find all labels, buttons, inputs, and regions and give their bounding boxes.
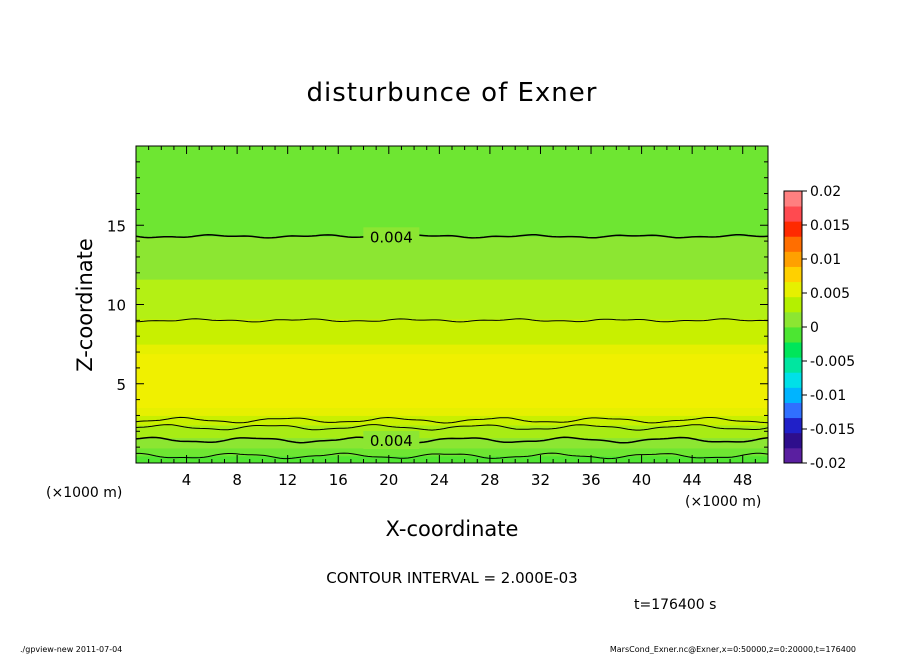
y-axis: 5 10 15 (107, 161, 768, 448)
contour-line (135, 436, 769, 444)
colorbar-segment (784, 342, 802, 358)
colorbar-tick-label: -0.005 (810, 354, 855, 370)
contour-band (136, 279, 768, 320)
contour-band (136, 415, 768, 426)
x-tick-label: 40 (632, 471, 651, 489)
y-tick-label: 5 (116, 376, 126, 394)
x-tick-label: 20 (379, 471, 398, 489)
plot-area (136, 146, 768, 464)
x-axis-label: X-coordinate (386, 517, 519, 541)
contour-line (135, 416, 769, 424)
footer-right: MarsCond_Exner.nc@Exner,x=0:50000,z=0:20… (610, 645, 856, 654)
colorbar-segment (784, 311, 802, 328)
colorbar-segment (784, 357, 802, 373)
y-tick-label: 10 (107, 297, 126, 315)
x-tick-label: 24 (430, 471, 449, 489)
x-unit-right: (×1000 m) (685, 494, 761, 510)
contour-interval: CONTOUR INTERVAL = 2.000E-03 (326, 569, 577, 587)
colorbar-tick-label: 0 (810, 320, 819, 336)
colorbar-segment (784, 281, 802, 298)
colorbar-segment (784, 432, 802, 449)
colorbar-tick-label: 0.01 (810, 252, 841, 268)
colorbar-segment (784, 402, 802, 419)
x-tick-label: 16 (329, 471, 348, 489)
colorbar-segment (784, 221, 802, 237)
colorbar-tick-label: 0.015 (810, 218, 850, 234)
contour-line (136, 452, 769, 460)
colorbar-segment (784, 206, 802, 222)
x-tick-label: 4 (182, 471, 192, 489)
contour-band (136, 407, 768, 416)
contour-band (136, 424, 768, 439)
x-tick-label: 32 (531, 471, 550, 489)
colorbar-segment (784, 296, 802, 313)
colorbar-tick-label: 0.02 (810, 184, 841, 200)
contour-label-bg (363, 227, 420, 246)
contour-band (136, 353, 768, 409)
contour-band (136, 146, 768, 237)
x-tick-label: 12 (278, 471, 297, 489)
contour-line (135, 318, 769, 323)
colorbar-segment (784, 327, 802, 343)
colorbar-tick-label: 0.005 (810, 286, 850, 302)
colorbar-tick-label: -0.015 (810, 422, 855, 438)
x-tick-label: 44 (683, 471, 702, 489)
contour-band (136, 236, 768, 280)
colorbar-tick-label: -0.02 (810, 456, 846, 472)
x-unit-left: (×1000 m) (46, 485, 122, 501)
x-tick-label: 36 (581, 471, 600, 489)
contour-band (136, 318, 768, 345)
contour-lines: 0.004 0.004 (135, 227, 769, 460)
colorbar-segment (784, 417, 802, 434)
contour-label-bg (363, 431, 420, 450)
colorbar-tick-label: -0.01 (810, 388, 846, 404)
chart-title: disturbunce of Exner (307, 78, 598, 108)
footer-left: ./gpview-new 2011-07-04 (20, 645, 122, 654)
contour-line (135, 234, 769, 239)
contour-band (136, 344, 768, 355)
y-axis-label: Z-coordinate (73, 238, 97, 372)
colorbar-segment (784, 236, 802, 252)
contour-band (136, 447, 768, 457)
colorbar-segment (784, 191, 802, 207)
colorbar-segment (784, 372, 802, 388)
colorbar-segment (784, 266, 802, 283)
y-tick-label: 15 (107, 217, 126, 235)
contour-band (136, 437, 768, 449)
colorbar-segment (784, 251, 802, 267)
contour-line (135, 424, 769, 431)
colorbar: 0.02 0.015 0.01 0.005 0 -0.005 -0.01 -0.015 -0.0… (783, 184, 855, 472)
contour-label: 0.004 (370, 228, 413, 246)
x-tick-label: 28 (480, 471, 499, 489)
colorbar-segment (784, 387, 802, 403)
colorbar-segment (784, 447, 802, 464)
x-tick-label: 48 (733, 471, 752, 489)
contour-label: 0.004 (370, 432, 413, 450)
x-tick-label: 8 (232, 471, 242, 489)
x-axis: 4 8 12 16 20 24 28 32 36 40 44 48 (148, 146, 756, 489)
time-label: t=176400 s (634, 597, 716, 613)
